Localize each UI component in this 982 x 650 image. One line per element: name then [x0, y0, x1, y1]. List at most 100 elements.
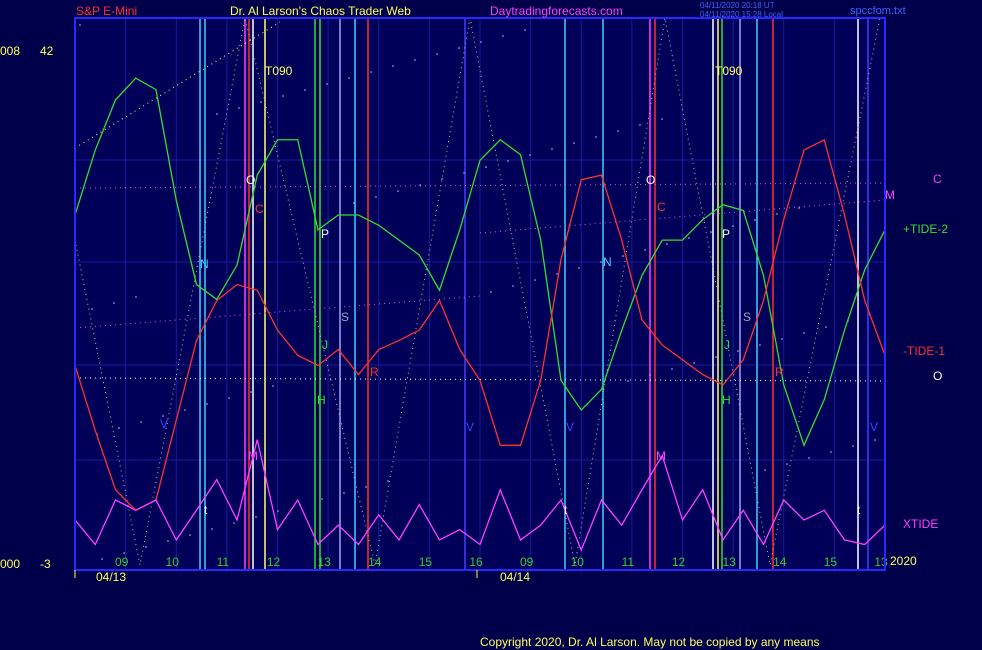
star-dot [463, 172, 465, 174]
annotation: R [775, 365, 784, 379]
star-dot [490, 291, 492, 293]
star-dot [617, 130, 619, 132]
x-tick-label: 15 [419, 555, 433, 569]
header-text: Dr. Al Larson's Chaos Trader Web [230, 4, 411, 18]
star-dot [693, 362, 695, 364]
star-dot [392, 65, 394, 67]
star-dot [627, 380, 629, 382]
star-dot [211, 528, 213, 530]
star-dot [167, 540, 169, 542]
star-dot [825, 326, 827, 328]
star-dot [661, 118, 663, 120]
star-dot [387, 480, 389, 482]
star-dot [502, 35, 504, 37]
star-dot [216, 113, 218, 115]
annotation: S [341, 310, 349, 324]
annotation: N [200, 257, 209, 271]
star-dot [688, 237, 690, 239]
star-dot [135, 296, 137, 298]
right-label: O [933, 369, 942, 383]
annotation: V [466, 420, 474, 434]
x-tick-label: 16 [469, 555, 483, 569]
x-tick-label: 13 [317, 555, 331, 569]
cut-label: 000 [0, 557, 20, 571]
header-text: S&P E-Mini [76, 4, 137, 18]
star-dot [529, 154, 531, 156]
annotation: R [370, 365, 379, 379]
right-label: C [933, 172, 942, 186]
year-label: 2020 [890, 554, 917, 568]
annotation: J [724, 338, 730, 352]
plot-frame [74, 17, 886, 571]
star-dot [233, 522, 235, 524]
x-tick-label: 12 [672, 555, 686, 569]
star-dot [556, 273, 558, 275]
annotation: M [656, 449, 666, 463]
star-dot [786, 463, 788, 465]
annotation: M [248, 449, 258, 463]
star-dot [874, 439, 876, 441]
x-tick-label: 11 [217, 555, 230, 569]
annotation: t [857, 503, 861, 517]
star-dot [79, 24, 81, 26]
y-tick-label: -3 [40, 557, 51, 571]
star-dot [458, 47, 460, 49]
star-dot [436, 53, 438, 55]
star-dot [326, 83, 328, 85]
star-dot [238, 107, 240, 109]
x-tick-label: 11 [622, 555, 635, 569]
annotation: V [870, 420, 878, 434]
star-dot [375, 196, 377, 198]
star-dot [639, 124, 641, 126]
star-dot [512, 285, 514, 287]
annotation: O [246, 173, 255, 187]
y-tick-label: 42 [40, 44, 54, 58]
annotation: H [722, 393, 731, 407]
annotation: S [743, 310, 751, 324]
star-dot [644, 249, 646, 251]
star-dot [370, 71, 372, 73]
star-dot [343, 492, 345, 494]
star-dot [277, 510, 279, 512]
star-dot [189, 534, 191, 536]
stamp: 04/11/2020 20:18 UT [700, 1, 775, 10]
annotation: P [321, 227, 329, 241]
annotation: N [603, 255, 612, 269]
x-tick-label: 14 [368, 555, 382, 569]
annotation: t [204, 503, 208, 517]
header-text: Daytradingforecasts.com [490, 4, 623, 18]
star-dot [282, 95, 284, 97]
star-dot [206, 403, 208, 405]
star-dot [830, 451, 832, 453]
star-dot [123, 552, 125, 554]
star-dot [534, 279, 536, 281]
star-dot [573, 142, 575, 144]
star-dot [798, 207, 800, 209]
star-dot [348, 77, 350, 79]
x-tick-label: 13 [722, 555, 736, 569]
star-dot [666, 243, 668, 245]
star-dot [671, 368, 673, 370]
star-dot [101, 558, 103, 560]
legend-label: -TIDE-1 [903, 344, 945, 358]
x-tick-label: 12 [267, 555, 281, 569]
star-dot [304, 89, 306, 91]
star-dot [321, 498, 323, 500]
annotation: J [322, 338, 328, 352]
star-dot [118, 427, 120, 429]
star-dot [419, 184, 421, 186]
cut-label: 008 [0, 44, 20, 58]
star-dot [250, 391, 252, 393]
x-tick-label: 10 [166, 555, 180, 569]
star-dot [732, 225, 734, 227]
star-dot [113, 302, 115, 304]
star-dot [759, 344, 761, 346]
star-dot [578, 267, 580, 269]
stamp: 04/11/2020 15:28 Local [700, 10, 783, 19]
legend-label: XTIDE [903, 517, 938, 531]
series-line [74, 138, 886, 512]
date-label: 04/13 [96, 570, 126, 584]
annotation: O [646, 173, 655, 187]
